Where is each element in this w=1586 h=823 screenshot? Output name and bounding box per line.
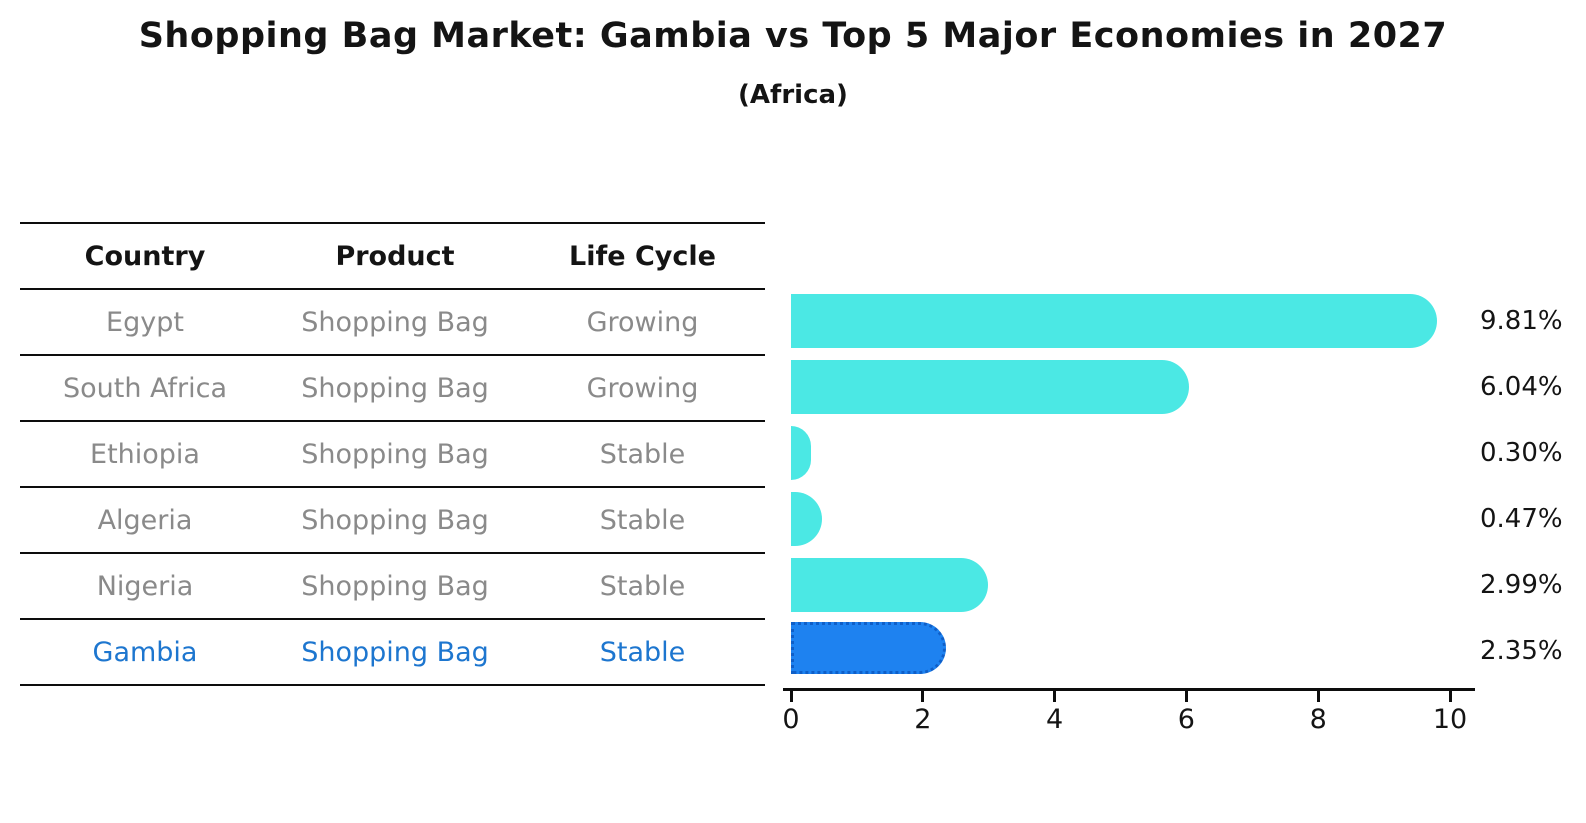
product-cell: Shopping Bag xyxy=(301,372,489,404)
life-cycle-cell: Growing xyxy=(586,372,699,404)
bar-chart xyxy=(791,288,1481,684)
value-label-algeria: 0.47% xyxy=(1480,504,1563,534)
tick-label: 10 xyxy=(1432,704,1468,735)
value-label-nigeria: 2.99% xyxy=(1480,570,1563,600)
country-cell: Ethiopia xyxy=(90,438,200,470)
table-row-ethiopia: Ethiopia Shopping Bag Stable xyxy=(20,422,765,488)
tick-label: 0 xyxy=(782,704,800,735)
column-header-country: Country xyxy=(84,240,206,272)
bar-egypt xyxy=(791,294,1438,348)
column-header-life-cycle: Life Cycle xyxy=(569,240,716,272)
bar-row-egypt xyxy=(791,288,1481,354)
tick-mark xyxy=(789,691,793,702)
bar-row-algeria xyxy=(791,486,1481,552)
bar-algeria xyxy=(791,492,822,546)
country-cell: Algeria xyxy=(97,504,193,536)
country-cell: Gambia xyxy=(92,636,198,668)
table-row-gambia: Gambia Shopping Bag Stable xyxy=(20,620,765,686)
tick-label: 6 xyxy=(1177,704,1195,735)
country-table: Country Product Life Cycle Egypt Shoppin… xyxy=(20,222,765,686)
value-label-south-africa: 6.04% xyxy=(1480,372,1563,402)
tick-mark xyxy=(1316,691,1320,702)
product-cell: Shopping Bag xyxy=(301,504,489,536)
country-cell: Egypt xyxy=(106,306,184,338)
bar-ethiopia xyxy=(791,426,811,480)
bar-row-nigeria xyxy=(791,552,1481,618)
tick-mark xyxy=(1184,691,1188,702)
life-cycle-cell: Stable xyxy=(599,504,686,536)
country-cell: Nigeria xyxy=(96,570,194,602)
product-cell: Shopping Bag xyxy=(301,636,489,668)
value-label-ethiopia: 0.30% xyxy=(1480,438,1563,468)
x-axis: 0 2 4 6 8 10 xyxy=(782,688,1475,748)
value-label-gambia: 2.35% xyxy=(1480,636,1563,666)
table-header-row: Country Product Life Cycle xyxy=(20,222,765,290)
value-label-egypt: 9.81% xyxy=(1480,306,1563,336)
tick-label: 2 xyxy=(914,704,932,735)
life-cycle-cell: Stable xyxy=(599,438,686,470)
table-row-egypt: Egypt Shopping Bag Growing xyxy=(20,290,765,356)
table-row-nigeria: Nigeria Shopping Bag Stable xyxy=(20,554,765,620)
bar-nigeria xyxy=(791,558,989,612)
table-row-south-africa: South Africa Shopping Bag Growing xyxy=(20,356,765,422)
bar-row-ethiopia xyxy=(791,420,1481,486)
page-title: Shopping Bag Market: Gambia vs Top 5 Maj… xyxy=(138,16,1448,56)
product-cell: Shopping Bag xyxy=(301,438,489,470)
bar-value-labels: 9.81% 6.04% 0.30% 0.47% 2.99% 2.35% xyxy=(1480,288,1586,684)
x-axis-line xyxy=(783,688,1475,691)
product-cell: Shopping Bag xyxy=(301,306,489,338)
table-row-algeria: Algeria Shopping Bag Stable xyxy=(20,488,765,554)
life-cycle-cell: Stable xyxy=(599,636,686,668)
tick-label: 4 xyxy=(1046,704,1064,735)
tick-mark xyxy=(1053,691,1057,702)
bar-row-gambia xyxy=(791,618,1481,684)
country-cell: South Africa xyxy=(62,372,228,404)
bar-south-africa xyxy=(791,360,1190,414)
life-cycle-cell: Stable xyxy=(599,570,686,602)
column-header-product: Product xyxy=(335,240,455,272)
bar-gambia xyxy=(791,622,946,674)
tick-mark xyxy=(921,691,925,702)
page-subtitle: (Africa) xyxy=(738,80,848,110)
product-cell: Shopping Bag xyxy=(301,570,489,602)
tick-label: 8 xyxy=(1309,704,1327,735)
bar-row-south-africa xyxy=(791,354,1481,420)
life-cycle-cell: Growing xyxy=(586,306,699,338)
tick-mark xyxy=(1448,691,1452,702)
